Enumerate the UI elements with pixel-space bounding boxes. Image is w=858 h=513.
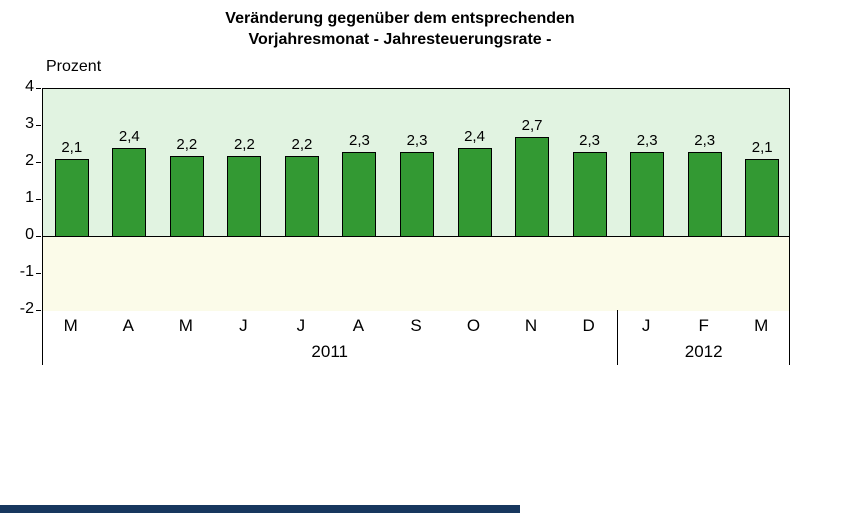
- month-label: J: [641, 316, 651, 335]
- month-label: N: [524, 316, 538, 335]
- chart-title-line2: Vorjahresmonat - Jahresteuerungsrate -: [248, 31, 552, 48]
- y-tick-mark: [36, 125, 41, 126]
- month-label: D: [582, 316, 595, 335]
- month-label: J: [296, 316, 306, 335]
- plot-background-negative: [43, 237, 789, 311]
- bar-value-label: 2,2: [233, 135, 255, 153]
- month-label: M: [178, 316, 193, 335]
- bar: [572, 151, 607, 237]
- y-tick-label: 4: [25, 78, 34, 95]
- y-tick-mark: [36, 310, 41, 311]
- y-tick-mark: [36, 236, 41, 237]
- bar: [515, 137, 550, 237]
- month-label: S: [410, 316, 422, 335]
- y-tick-label: 2: [25, 152, 34, 169]
- bar-value-label: 2,1: [751, 139, 773, 157]
- month-label: F: [698, 316, 709, 335]
- y-tick-mark: [36, 273, 41, 274]
- y-tick-mark: [36, 88, 41, 89]
- axis-separator-line: [42, 310, 43, 365]
- bar-value-label: 2,3: [579, 131, 601, 149]
- bar-value-label: 2,4: [118, 128, 140, 146]
- month-label: O: [466, 316, 481, 335]
- bar-value-label: 2,2: [176, 135, 198, 153]
- bar: [112, 148, 147, 237]
- bar: [227, 155, 262, 237]
- month-label: A: [122, 316, 134, 335]
- year-label: 2012: [684, 342, 723, 361]
- bar-value-label: 2,3: [349, 131, 370, 149]
- y-tick-label: 3: [25, 115, 34, 132]
- bar-value-label: 2,7: [521, 117, 543, 135]
- y-axis-unit-label: Prozent: [46, 58, 102, 75]
- bar: [687, 151, 722, 237]
- month-label: A: [352, 316, 365, 335]
- bar-value-label: 2,2: [291, 135, 313, 153]
- bar-value-label: 2,3: [636, 131, 658, 149]
- bar-value-label: 2,3: [694, 131, 716, 149]
- bar: [169, 155, 204, 237]
- y-tick-label: -2: [19, 300, 34, 317]
- y-tick-mark: [36, 162, 41, 163]
- y-tick-label: 1: [25, 189, 34, 206]
- bar: [630, 151, 665, 237]
- footer-bar: [0, 505, 520, 513]
- axis-separator-line: [789, 310, 790, 365]
- chart-title: Veränderung gegenüber dem entsprechenden…: [0, 8, 800, 50]
- bar: [342, 151, 377, 237]
- y-tick-mark: [36, 199, 41, 200]
- y-tick-label: 0: [25, 226, 34, 243]
- month-label: M: [63, 316, 78, 335]
- y-tick-label: -1: [19, 263, 34, 280]
- bar-value-label: 2,3: [406, 131, 428, 149]
- bar: [457, 148, 492, 237]
- bar: [745, 159, 780, 237]
- bar: [284, 155, 319, 237]
- bar-value-label: 2,4: [464, 128, 485, 146]
- month-label: M: [754, 316, 769, 335]
- axis-separator-line: [617, 310, 619, 365]
- bar: [400, 151, 434, 237]
- bar: [54, 159, 89, 237]
- month-label: J: [239, 316, 248, 335]
- bar-value-label: 2,1: [61, 139, 83, 157]
- plot-area: 2,1 2,4 2,2 2,2 2,2 2,3 2,3 2,4 2,7 2,3 2,3 2,3 2,1: [42, 88, 790, 311]
- chart-title-line1: Veränderung gegenüber dem entsprechenden: [225, 10, 575, 27]
- year-label: 2011: [311, 342, 348, 361]
